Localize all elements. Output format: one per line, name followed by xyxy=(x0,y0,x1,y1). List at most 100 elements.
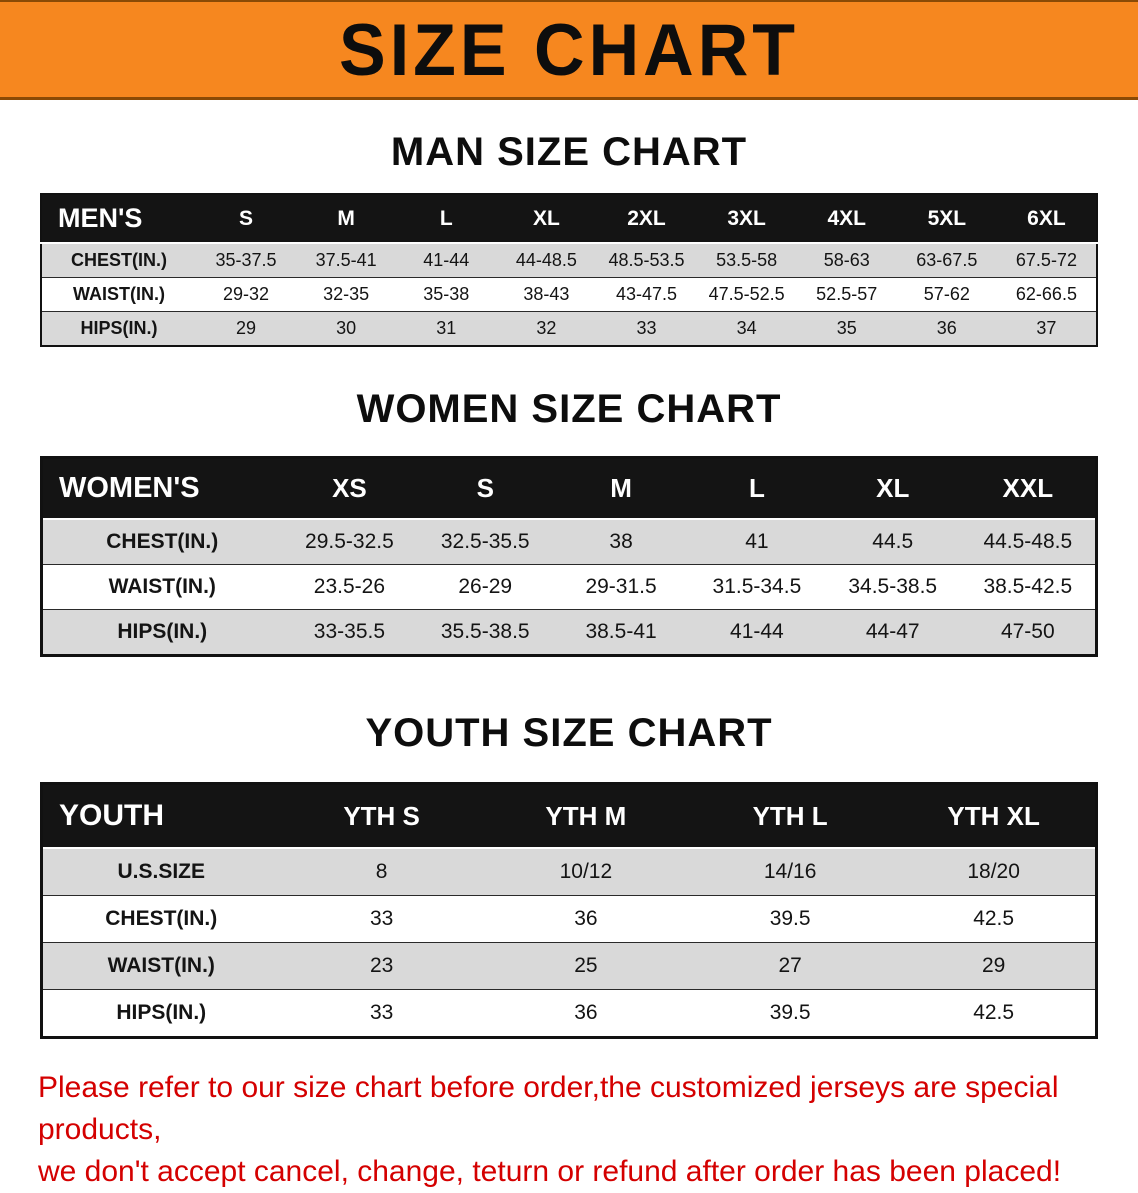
table-cell: 47.5-52.5 xyxy=(696,277,797,312)
table-cell: 32-35 xyxy=(296,277,397,312)
table-cell: 36 xyxy=(483,895,688,943)
table-row: HIPS(IN.) 33 36 39.5 42.5 xyxy=(41,989,1097,1038)
men-section-heading: MAN SIZE CHART xyxy=(390,130,748,174)
size-column-header: S xyxy=(196,194,297,244)
table-cell: 31 xyxy=(396,311,497,346)
youth-size-table: YOUTH YTH S YTH M YTH L YTH XL U.S.SIZE 8 10/12… xyxy=(40,782,1098,1039)
table-cell: 58-63 xyxy=(796,242,897,278)
table-cell: 34 xyxy=(696,311,797,346)
table-cell: 41 xyxy=(688,518,825,565)
table-cell: 62-66.5 xyxy=(996,277,1097,312)
row-label: CHEST(IN.) xyxy=(41,895,280,943)
table-cell: 27 xyxy=(688,942,893,990)
row-label: HIPS(IN.) xyxy=(41,311,196,346)
table-cell: 35.5-38.5 xyxy=(417,609,554,656)
table-cell: 37 xyxy=(996,311,1097,346)
size-column-header: XS xyxy=(281,457,418,520)
table-cell: 44.5-48.5 xyxy=(960,518,1097,565)
table-cell: 32.5-35.5 xyxy=(417,518,554,565)
page-title: SIZE CHART xyxy=(339,8,799,91)
table-cell: 34.5-38.5 xyxy=(824,564,961,610)
table-cell: 30 xyxy=(296,311,397,346)
table-row: WAIST(IN.) 23 25 27 29 xyxy=(41,942,1097,990)
row-label: WAIST(IN.) xyxy=(41,942,280,990)
table-cell: 23.5-26 xyxy=(281,564,418,610)
table-cell: 67.5-72 xyxy=(996,242,1097,278)
table-cell: 35-37.5 xyxy=(196,242,297,278)
men-size-table: MEN'S S M L XL 2XL 3XL 4XL 5XL 6XL CHEST(IN.) 35-37… xyxy=(40,193,1098,347)
row-label: CHEST(IN.) xyxy=(41,242,196,278)
table-cell: 43-47.5 xyxy=(596,277,697,312)
men-section: MAN SIZE CHART MEN'S S M L XL 2XL 3XL 4XL 5XL 6XL… xyxy=(0,130,1138,347)
women-section-heading: WOMEN SIZE CHART xyxy=(356,387,782,431)
table-cell: 42.5 xyxy=(892,989,1097,1038)
table-cell: 35 xyxy=(796,311,897,346)
table-cell: 38-43 xyxy=(496,277,597,312)
row-label: HIPS(IN.) xyxy=(41,609,282,656)
women-section: WOMEN SIZE CHART WOMEN'S XS S M L XL XXL CHEST(… xyxy=(0,387,1138,657)
table-cell: 8 xyxy=(279,847,484,896)
table-cell: 39.5 xyxy=(688,989,893,1038)
size-table: YOUTH YTH S YTH M YTH L YTH XL U.S.SIZE 8 10/12… xyxy=(40,782,1098,1039)
table-row: CHEST(IN.) 29.5-32.5 32.5-35.5 38 41 44.5 44.5… xyxy=(41,518,1097,565)
table-header-row: WOMEN'S XS S M L XL XXL xyxy=(41,457,1097,520)
table-cell: 35-38 xyxy=(396,277,497,312)
table-cell: 44.5 xyxy=(824,518,961,565)
size-table: WOMEN'S XS S M L XL XXL CHEST(IN.) 29.5-32.5 32.5… xyxy=(40,456,1098,657)
row-label: U.S.SIZE xyxy=(41,847,280,896)
table-cell: 38.5-42.5 xyxy=(960,564,1097,610)
table-cell: 38 xyxy=(553,518,689,565)
notice-line-1: Please refer to our size chart before or… xyxy=(38,1071,1059,1146)
size-column-header: YTH M xyxy=(483,783,688,849)
table-cell: 48.5-53.5 xyxy=(596,242,697,278)
table-cell: 23 xyxy=(279,942,484,990)
table-cell: 42.5 xyxy=(892,895,1097,943)
table-cell: 33 xyxy=(279,895,484,943)
table-cell: 10/12 xyxy=(483,847,688,896)
table-cell: 41-44 xyxy=(688,609,825,656)
size-column-header: 4XL xyxy=(796,194,897,244)
size-column-header: XL xyxy=(824,457,961,520)
table-corner-label: WOMEN'S xyxy=(41,457,282,520)
table-cell: 29-31.5 xyxy=(553,564,689,610)
table-cell: 37.5-41 xyxy=(296,242,397,278)
youth-section: YOUTH SIZE CHART YOUTH YTH S YTH M YTH L YTH… xyxy=(0,711,1138,1039)
table-cell: 63-67.5 xyxy=(896,242,997,278)
table-cell: 36 xyxy=(483,989,688,1038)
table-row: HIPS(IN.) 29 30 31 32 33 34 35 36 37 xyxy=(41,311,1097,346)
table-cell: 32 xyxy=(496,311,597,346)
size-column-header: XXL xyxy=(960,457,1097,520)
size-table: MEN'S S M L XL 2XL 3XL 4XL 5XL 6XL CHEST(IN.) 35-37… xyxy=(40,193,1098,347)
size-column-header: L xyxy=(396,194,497,244)
table-row: HIPS(IN.) 33-35.5 35.5-38.5 38.5-41 41-44 44-… xyxy=(41,609,1097,656)
size-column-header: 6XL xyxy=(996,194,1097,244)
table-row: U.S.SIZE 8 10/12 14/16 18/20 xyxy=(41,847,1097,896)
women-size-table: WOMEN'S XS S M L XL XXL CHEST(IN.) 29.5-32.5 32.5… xyxy=(40,456,1098,657)
size-column-header: YTH XL xyxy=(892,783,1097,849)
table-cell: 41-44 xyxy=(396,242,497,278)
table-cell: 47-50 xyxy=(960,609,1097,656)
table-cell: 36 xyxy=(896,311,997,346)
table-cell: 29.5-32.5 xyxy=(281,518,418,565)
table-cell: 33 xyxy=(596,311,697,346)
table-corner-label: YOUTH xyxy=(41,783,280,849)
size-column-header: L xyxy=(688,457,825,520)
size-column-header: YTH S xyxy=(279,783,484,849)
table-row: CHEST(IN.) 35-37.5 37.5-41 41-44 44-48.5 48.5… xyxy=(41,242,1097,278)
youth-section-heading: YOUTH SIZE CHART xyxy=(365,711,773,755)
size-column-header: 5XL xyxy=(896,194,997,244)
table-cell: 33-35.5 xyxy=(281,609,418,656)
table-cell: 53.5-58 xyxy=(696,242,797,278)
size-column-header: YTH L xyxy=(688,783,893,849)
table-cell: 29 xyxy=(196,311,297,346)
notice-line-2: we don't accept cancel, change, teturn o… xyxy=(38,1155,1062,1188)
table-cell: 33 xyxy=(279,989,484,1038)
table-row: CHEST(IN.) 33 36 39.5 42.5 xyxy=(41,895,1097,943)
table-cell: 29-32 xyxy=(196,277,297,312)
table-cell: 44-47 xyxy=(824,609,961,656)
table-corner-label: MEN'S xyxy=(41,194,196,244)
table-row: WAIST(IN.) 29-32 32-35 35-38 38-43 43-47.5 47.… xyxy=(41,277,1097,312)
table-cell: 39.5 xyxy=(688,895,893,943)
size-column-header: 2XL xyxy=(596,194,697,244)
